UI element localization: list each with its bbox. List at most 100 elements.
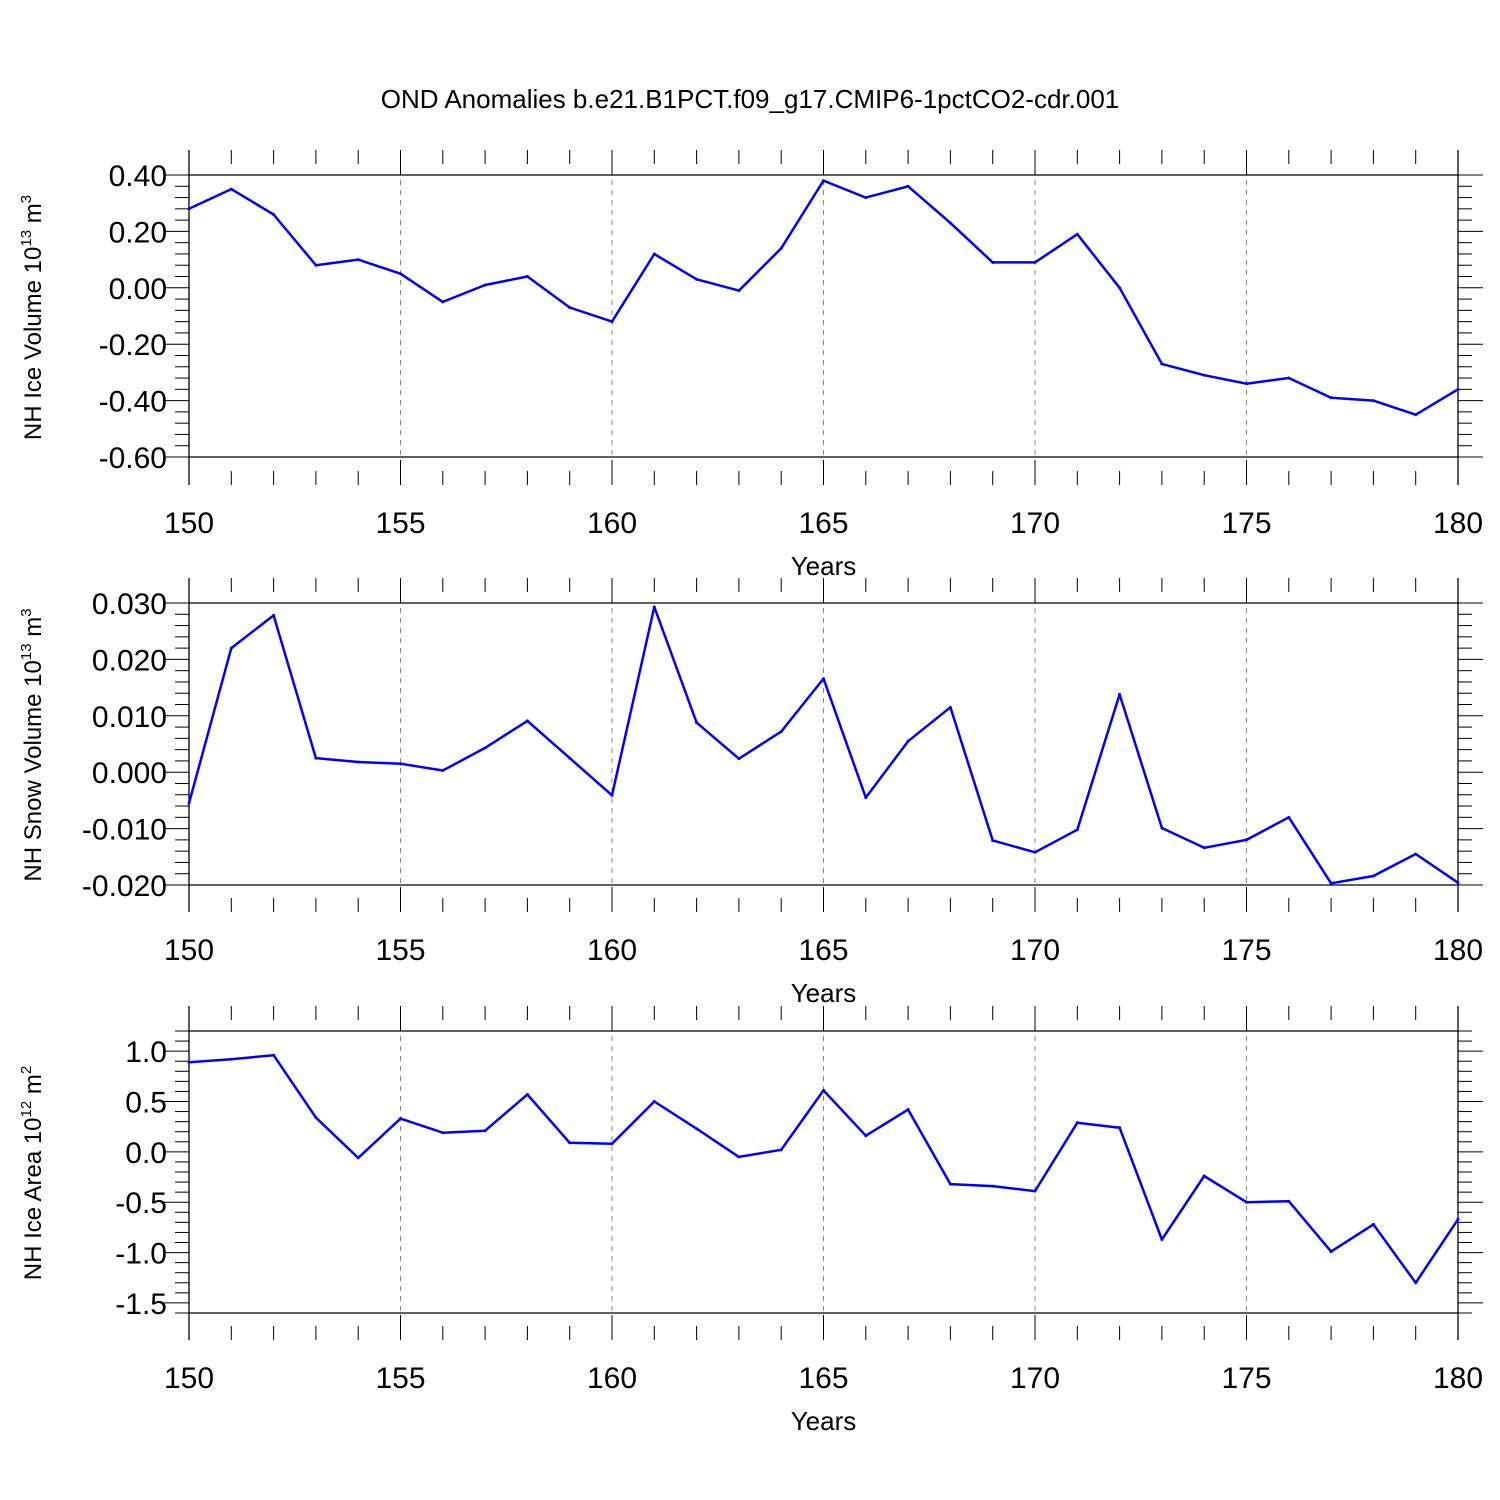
data-point <box>525 1092 529 1096</box>
y-tick-label: 0.0 <box>125 1137 167 1170</box>
data-point <box>399 1117 402 1121</box>
x-tick-label: 170 <box>1010 934 1060 967</box>
data-point <box>1075 232 1079 236</box>
data-point <box>1033 260 1037 264</box>
data-point <box>525 275 529 279</box>
y-tick-label: 0.010 <box>92 701 167 734</box>
x-tick-label: 165 <box>798 934 848 967</box>
x-axis-label: Years <box>791 1406 857 1436</box>
data-point <box>652 1100 656 1103</box>
data-point <box>272 212 276 216</box>
y-tick-label: -1.5 <box>115 1288 167 1321</box>
data-point <box>1160 826 1164 830</box>
data-point <box>948 1182 952 1186</box>
data-point <box>314 1116 318 1120</box>
data-point <box>229 1057 233 1061</box>
data-point <box>948 221 952 225</box>
data-point <box>272 1053 276 1057</box>
data-point <box>1118 1126 1122 1130</box>
data-point <box>1118 692 1122 696</box>
x-tick-label: 155 <box>375 507 425 540</box>
data-point <box>314 756 318 760</box>
data-point <box>1329 881 1333 885</box>
x-axis-label: Years <box>791 978 857 1008</box>
y-tick-label: 0.030 <box>92 588 167 621</box>
x-tick-label: 180 <box>1433 934 1483 967</box>
data-point <box>948 705 952 709</box>
data-point <box>1202 1174 1206 1178</box>
data-point <box>525 719 529 723</box>
data-point <box>1245 1200 1248 1204</box>
data-point <box>229 646 233 650</box>
data-point <box>1075 828 1079 832</box>
data-point <box>356 1156 360 1160</box>
y-tick-label: 0.40 <box>109 160 167 193</box>
data-point <box>1329 1250 1333 1254</box>
y-tick-label: 0.020 <box>92 644 167 677</box>
y-tick-label: 0.000 <box>92 757 167 790</box>
data-point <box>1118 286 1122 290</box>
data-point <box>822 677 825 681</box>
data-point <box>695 721 699 725</box>
x-tick-label: 175 <box>1221 1362 1271 1395</box>
y-axis-label: NH Ice Area 1012 m2 <box>18 1066 47 1280</box>
data-point <box>356 760 360 764</box>
y-tick-label: -0.60 <box>99 442 167 475</box>
data-point <box>779 246 783 250</box>
x-tick-label: 170 <box>1010 1362 1060 1395</box>
data-point <box>568 756 572 760</box>
data-point <box>906 1108 910 1112</box>
data-point <box>229 187 233 191</box>
data-point <box>1456 881 1460 885</box>
data-point <box>864 196 868 200</box>
x-tick-label: 160 <box>587 507 637 540</box>
y-axis-label: NH Ice Volume 1013 m3 <box>18 195 47 440</box>
data-point <box>737 289 741 293</box>
x-tick-label: 155 <box>375 1362 425 1395</box>
x-tick-label: 180 <box>1433 507 1483 540</box>
x-tick-label: 150 <box>164 1362 214 1395</box>
x-tick-label: 150 <box>164 934 214 967</box>
data-point <box>822 1088 825 1092</box>
x-tick-label: 150 <box>164 507 214 540</box>
x-tick-label: 160 <box>587 934 637 967</box>
y-tick-label: -0.20 <box>99 329 167 362</box>
data-point <box>822 179 825 183</box>
y-tick-label: 1.0 <box>125 1036 167 1069</box>
data-point <box>1160 1237 1164 1241</box>
data-point <box>272 613 276 617</box>
data-point <box>737 757 741 761</box>
chart-panel-3: -1.5 -1.0 -0.5 0.0 0.5 1.0 150 155 160 165 170 175 1… <box>18 1006 1483 1436</box>
series-line <box>188 179 1459 416</box>
data-point <box>568 1141 572 1145</box>
data-point <box>991 838 995 842</box>
y-tick-label: -0.5 <box>115 1187 167 1220</box>
data-point <box>864 1134 868 1138</box>
data-point <box>483 1129 487 1133</box>
y-tick-label: 0.00 <box>109 273 167 306</box>
x-tick-label: 160 <box>587 1362 637 1395</box>
y-tick-label: -1.0 <box>115 1238 167 1271</box>
data-point <box>779 1148 783 1152</box>
data-point <box>1245 382 1248 386</box>
data-point <box>1371 874 1375 878</box>
data-point <box>906 184 910 188</box>
data-point <box>1371 399 1375 403</box>
data-point <box>568 306 572 310</box>
x-tick-label: 165 <box>798 507 848 540</box>
x-tick-label: 175 <box>1221 934 1271 967</box>
data-point <box>1075 1121 1079 1125</box>
data-point <box>187 207 191 211</box>
data-point <box>1329 396 1333 400</box>
data-point <box>399 272 402 276</box>
data-point <box>610 1142 614 1146</box>
x-tick-label: 180 <box>1433 1362 1483 1395</box>
data-point <box>737 1155 741 1159</box>
data-point <box>991 260 995 264</box>
data-point <box>864 796 868 800</box>
chart-panel-1: -0.60 -0.40 -0.20 0.00 0.20 0.40 150 155 160 165 1… <box>18 150 1483 581</box>
data-point <box>1033 850 1037 854</box>
data-point <box>1160 362 1164 366</box>
x-tick-label: 170 <box>1010 507 1060 540</box>
data-point <box>610 320 614 324</box>
